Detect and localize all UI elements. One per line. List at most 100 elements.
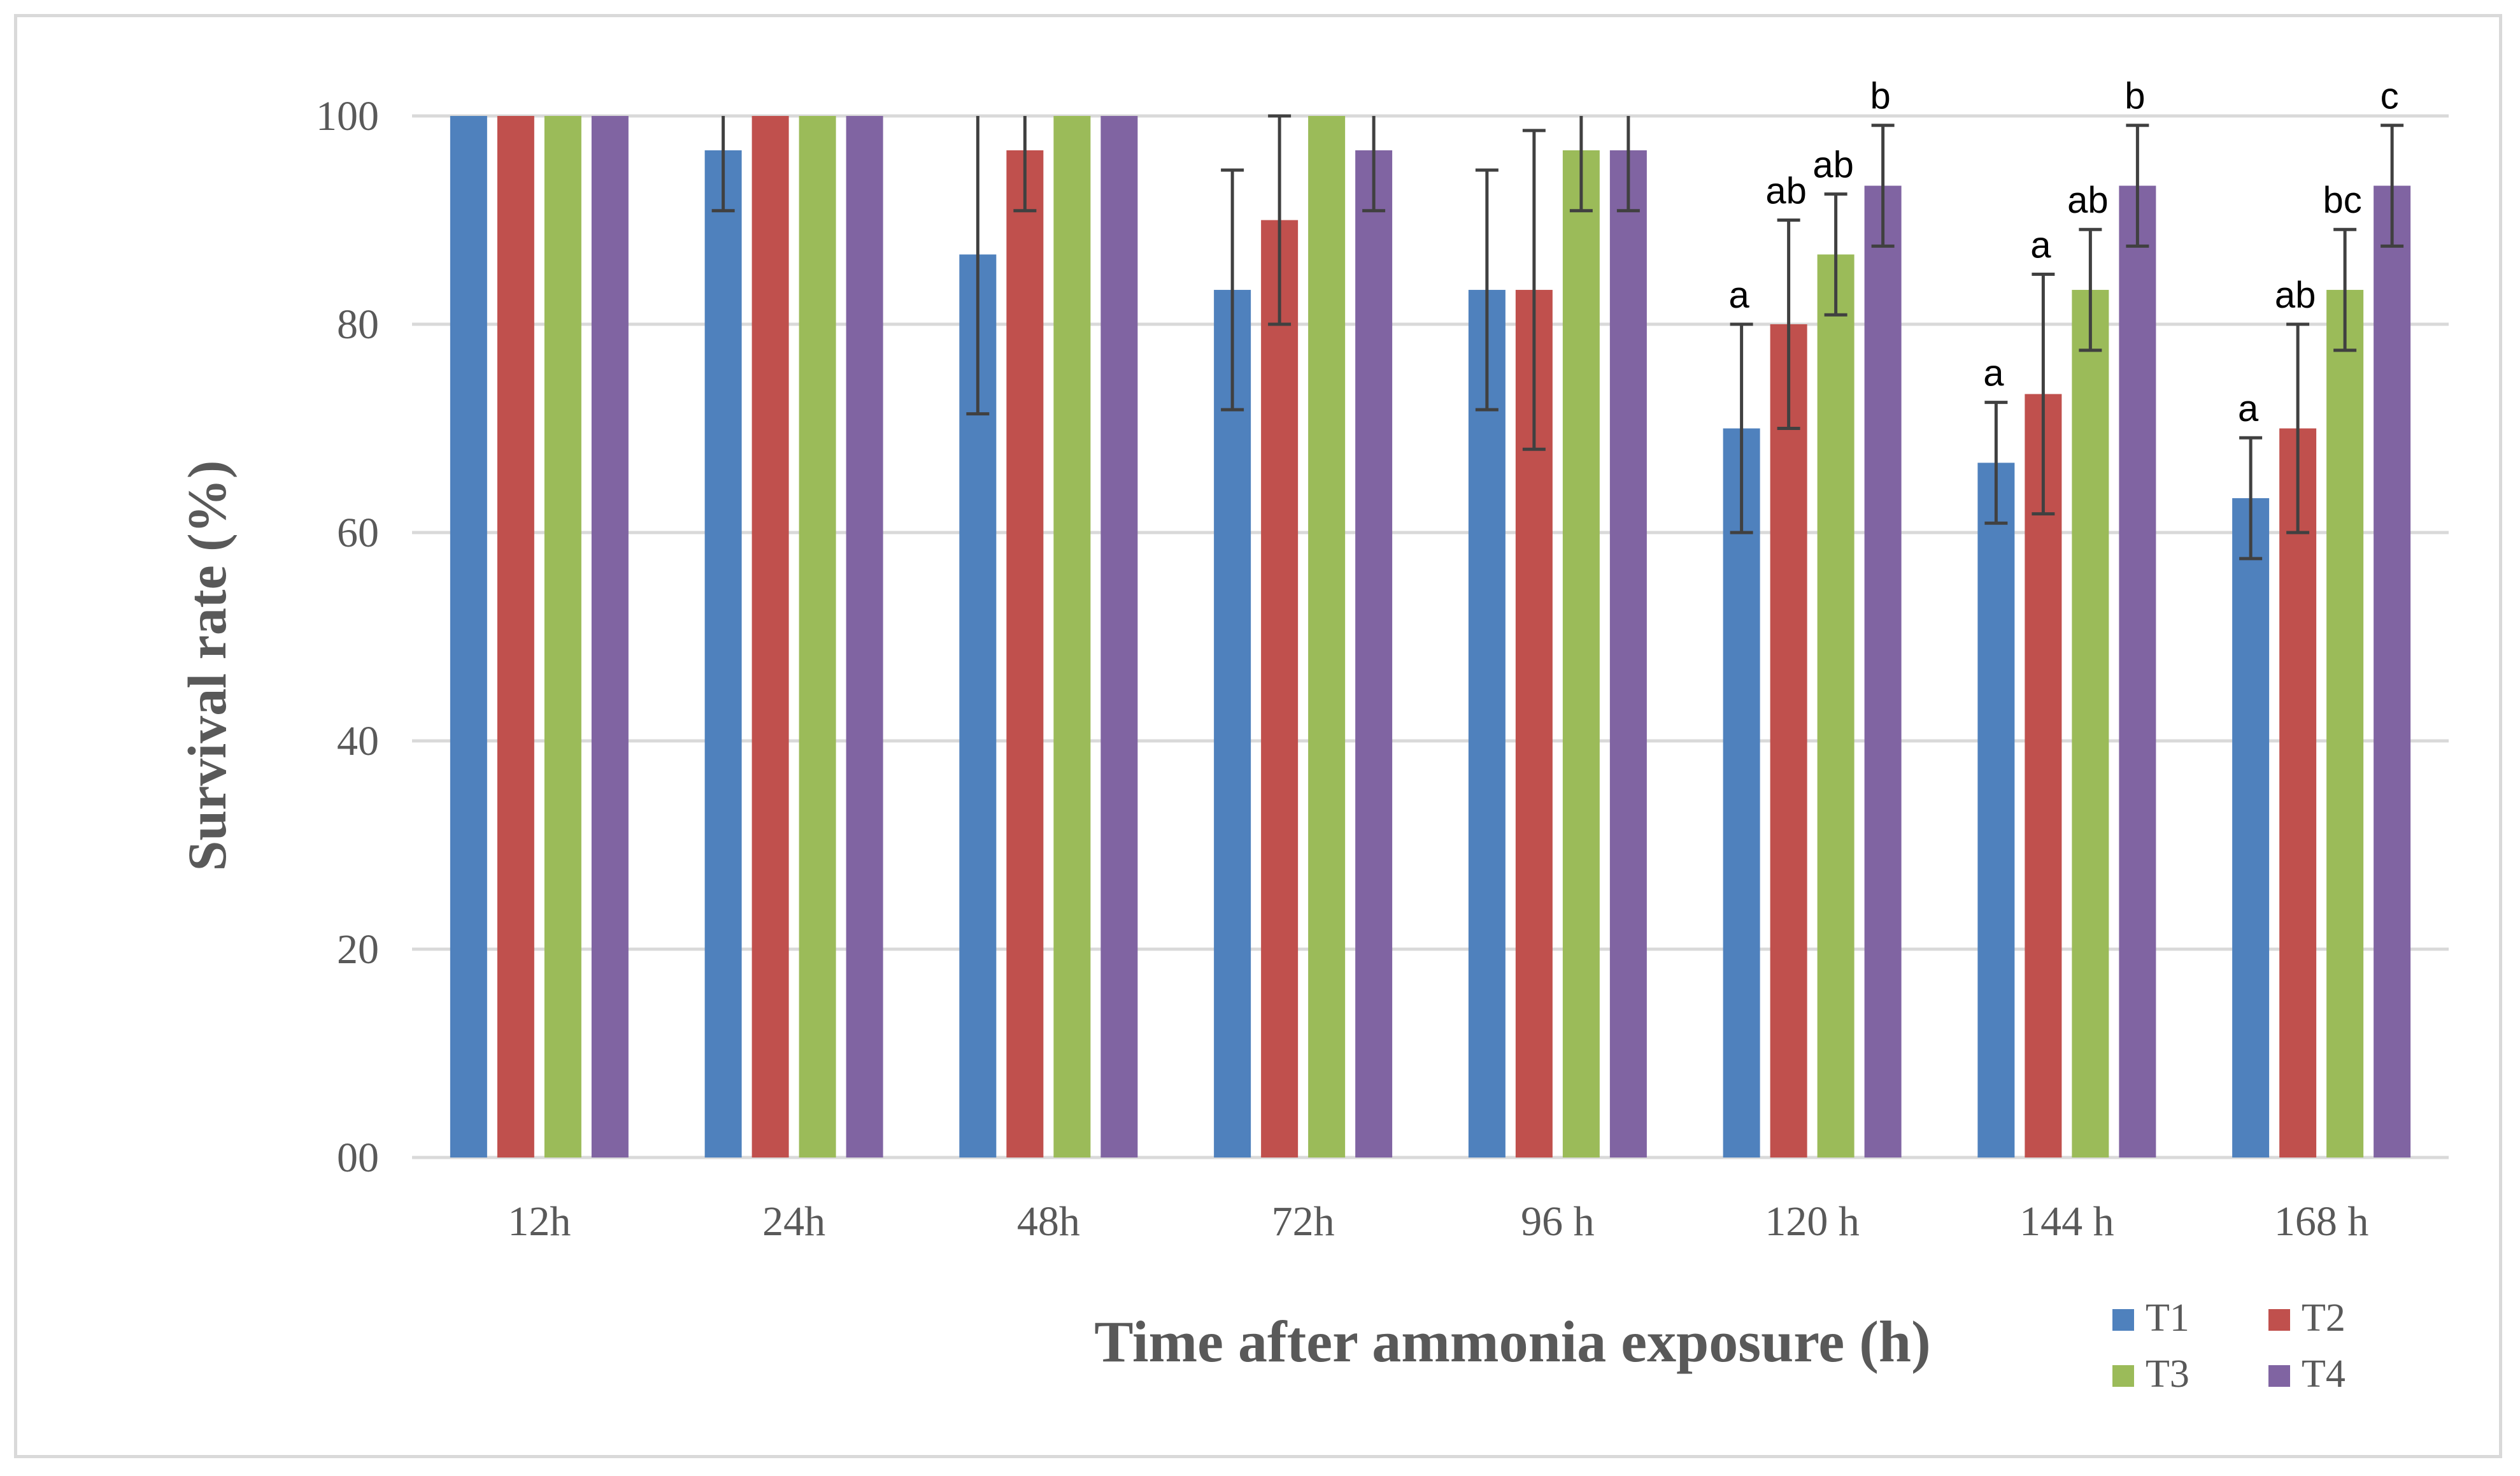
- legend-swatch: [2112, 1365, 2134, 1387]
- error-bar: [2239, 436, 2263, 561]
- y-tick-label: 20: [337, 926, 379, 973]
- legend-item-t1: T1: [2112, 1296, 2189, 1340]
- bar-t2-168h: [2279, 428, 2317, 1157]
- bar-t1-120h: [1723, 428, 1760, 1157]
- x-tick-label: 120 h: [1765, 1198, 1860, 1245]
- error-bar: [1824, 192, 1847, 317]
- y-tick-label: 80: [337, 301, 379, 348]
- error-bar: [1984, 401, 2008, 525]
- x-tick-label: 72h: [1272, 1198, 1335, 1245]
- significance-label: ab: [1812, 145, 1854, 186]
- bar-t2-72h: [1261, 220, 1299, 1157]
- y-tick-label: 60: [337, 510, 379, 556]
- bar-t3-144h: [2072, 290, 2109, 1157]
- error-bar: [1362, 116, 1386, 213]
- y-axis-title: Survival rate (%): [176, 461, 238, 871]
- bar-t3-12h: [544, 116, 581, 1157]
- legend-label: T4: [2302, 1352, 2346, 1396]
- error-bar: [2032, 273, 2055, 516]
- x-tick-label: 96 h: [1521, 1198, 1595, 1245]
- bar-t1-144h: [1977, 462, 2015, 1157]
- legend-item-t2: T2: [2268, 1296, 2346, 1340]
- legend-label: T1: [2146, 1296, 2189, 1340]
- significance-label: a: [2238, 388, 2259, 429]
- bar-t4-24h: [846, 116, 883, 1157]
- bar-t3-120h: [1817, 254, 1854, 1158]
- x-tick-label: 168 h: [2274, 1198, 2369, 1245]
- error-bar: [2286, 322, 2310, 534]
- bar-t3-48h: [1053, 116, 1091, 1157]
- y-tick-label: 100: [316, 93, 379, 140]
- significance-label: b: [1870, 76, 1890, 117]
- legend-swatch: [2268, 1365, 2290, 1387]
- legend-item-t4: T4: [2268, 1352, 2346, 1396]
- error-bar: [2333, 227, 2357, 352]
- legend-swatch: [2268, 1309, 2290, 1331]
- x-axis-title: Time after ammonia exposure (h): [1094, 1309, 1930, 1374]
- bar-t4-12h: [591, 116, 629, 1157]
- bar-t4-168h: [2374, 185, 2411, 1157]
- bar-t2-12h: [497, 116, 534, 1157]
- bar-t3-72h: [1308, 116, 1346, 1157]
- bar-t1-96h: [1468, 290, 1506, 1157]
- x-tick-label: 12h: [508, 1198, 571, 1245]
- x-tick-labels: 12h 24h 48h 72h 96 h 120 h 144 h 168 h: [508, 1198, 2368, 1245]
- x-tick-label: 144 h: [2019, 1198, 2114, 1245]
- bar-t3-96h: [1562, 150, 1600, 1158]
- y-tick-label: 00: [337, 1135, 379, 1181]
- significance-label: ab: [2067, 180, 2109, 221]
- y-tick-label: 40: [337, 718, 379, 764]
- significance-label: b: [2125, 76, 2145, 117]
- significance-label: c: [2381, 76, 2399, 117]
- bar-t3-168h: [2326, 290, 2364, 1157]
- significance-label: ab: [2275, 275, 2316, 316]
- legend-swatch: [2112, 1309, 2134, 1331]
- bar-t3-24h: [799, 116, 836, 1157]
- error-bar: [1013, 116, 1037, 213]
- error-bar: [711, 116, 735, 213]
- bar-t1-24h: [704, 150, 742, 1158]
- bar-t2-120h: [1770, 324, 1807, 1157]
- error-bar: [2079, 227, 2102, 352]
- significance-label: a: [1983, 353, 2004, 394]
- y-tick-labels: 00 20 40 60 80 100: [316, 93, 379, 1181]
- error-bar: [1268, 114, 1292, 326]
- significance-label: ab: [1765, 171, 1807, 212]
- x-tick-label: 24h: [762, 1198, 825, 1245]
- bar-t4-120h: [1864, 185, 1902, 1157]
- error-bar: [1777, 219, 1800, 430]
- error-bars: [711, 114, 2404, 561]
- significance-label: a: [1728, 275, 1749, 316]
- bar-t1-72h: [1214, 290, 1251, 1157]
- error-bar: [1569, 116, 1593, 213]
- error-bar: [2381, 124, 2404, 248]
- bar-t1-12h: [450, 116, 487, 1157]
- x-tick-label: 48h: [1017, 1198, 1080, 1245]
- error-bar: [1871, 124, 1895, 248]
- chart-frame: a ab ab b a a ab b a ab bc c 00 20 40 60 80 100 12h 24h 48…: [14, 14, 2502, 1458]
- error-bar: [1730, 322, 1753, 534]
- error-bar: [1475, 168, 1498, 412]
- significance-label: a: [2030, 225, 2051, 266]
- legend-item-t3: T3: [2112, 1352, 2189, 1396]
- bar-t4-48h: [1100, 116, 1138, 1157]
- bars: [450, 116, 2411, 1158]
- error-bar: [2126, 124, 2149, 248]
- significance-label: bc: [2323, 180, 2361, 221]
- error-bar: [1616, 116, 1640, 213]
- bar-t4-72h: [1355, 150, 1393, 1158]
- legend-label: T3: [2146, 1352, 2189, 1396]
- error-bar: [1522, 129, 1546, 451]
- bar-t2-144h: [2025, 394, 2062, 1158]
- bar-t2-24h: [751, 116, 789, 1157]
- gridlines: [412, 114, 2449, 1159]
- error-bar: [966, 116, 990, 416]
- legend: T1 T2 T3 T4: [2112, 1296, 2346, 1396]
- bar-t2-48h: [1006, 150, 1044, 1158]
- error-bar: [1221, 168, 1244, 412]
- legend-label: T2: [2302, 1296, 2346, 1340]
- bar-t4-96h: [1609, 150, 1647, 1158]
- bar-t1-168h: [2232, 498, 2270, 1158]
